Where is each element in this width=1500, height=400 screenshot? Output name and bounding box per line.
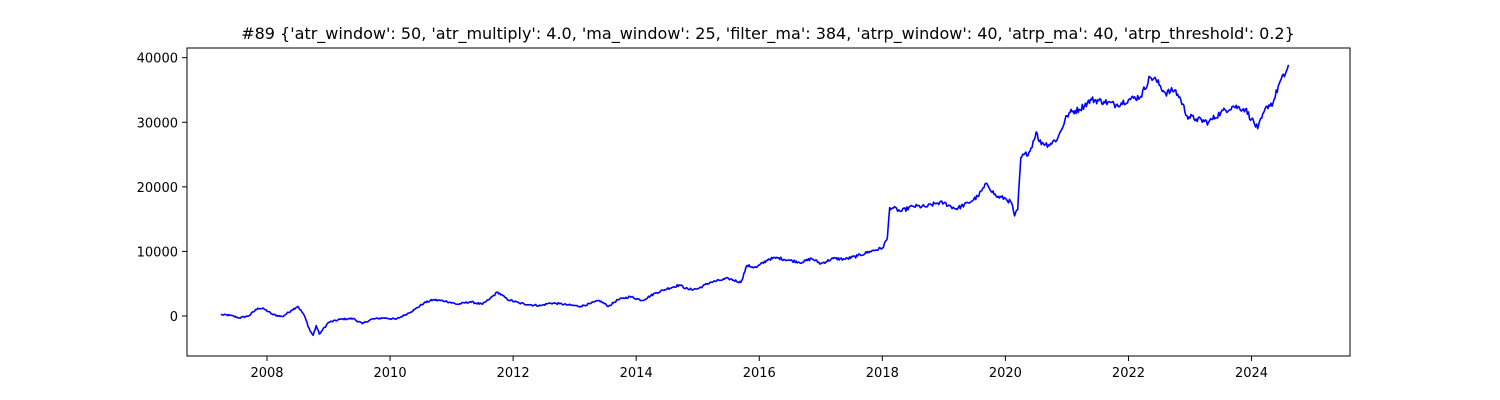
y-tick-label: 30000 [137,116,178,131]
y-axis: 0 10000 20000 30000 40000 [137,52,187,325]
x-tick-label: 2016 [743,366,776,381]
x-tick-label: 2012 [497,366,530,381]
y-tick-label: 40000 [137,52,178,67]
y-tick-label: 0 [170,310,178,325]
x-tick-label: 2022 [1112,366,1145,381]
x-tick-label: 2008 [250,366,283,381]
x-tick-label: 2024 [1235,366,1268,381]
x-axis: 2008 2010 2012 2014 2016 2018 2020 2022 2024 [250,356,1268,381]
series-layer [220,64,1290,337]
chart-title: #89 {'atr_window': 50, 'atr_multiply': 4… [241,24,1295,44]
x-tick-label: 2014 [620,366,653,381]
x-tick-label: 2020 [989,366,1022,381]
x-tick-label: 2018 [866,366,899,381]
y-tick-label: 10000 [137,245,178,260]
plot-area-frame [186,47,1351,357]
series-line-0 [220,64,1290,337]
y-tick-label: 20000 [137,181,178,196]
x-tick-label: 2010 [374,366,407,381]
